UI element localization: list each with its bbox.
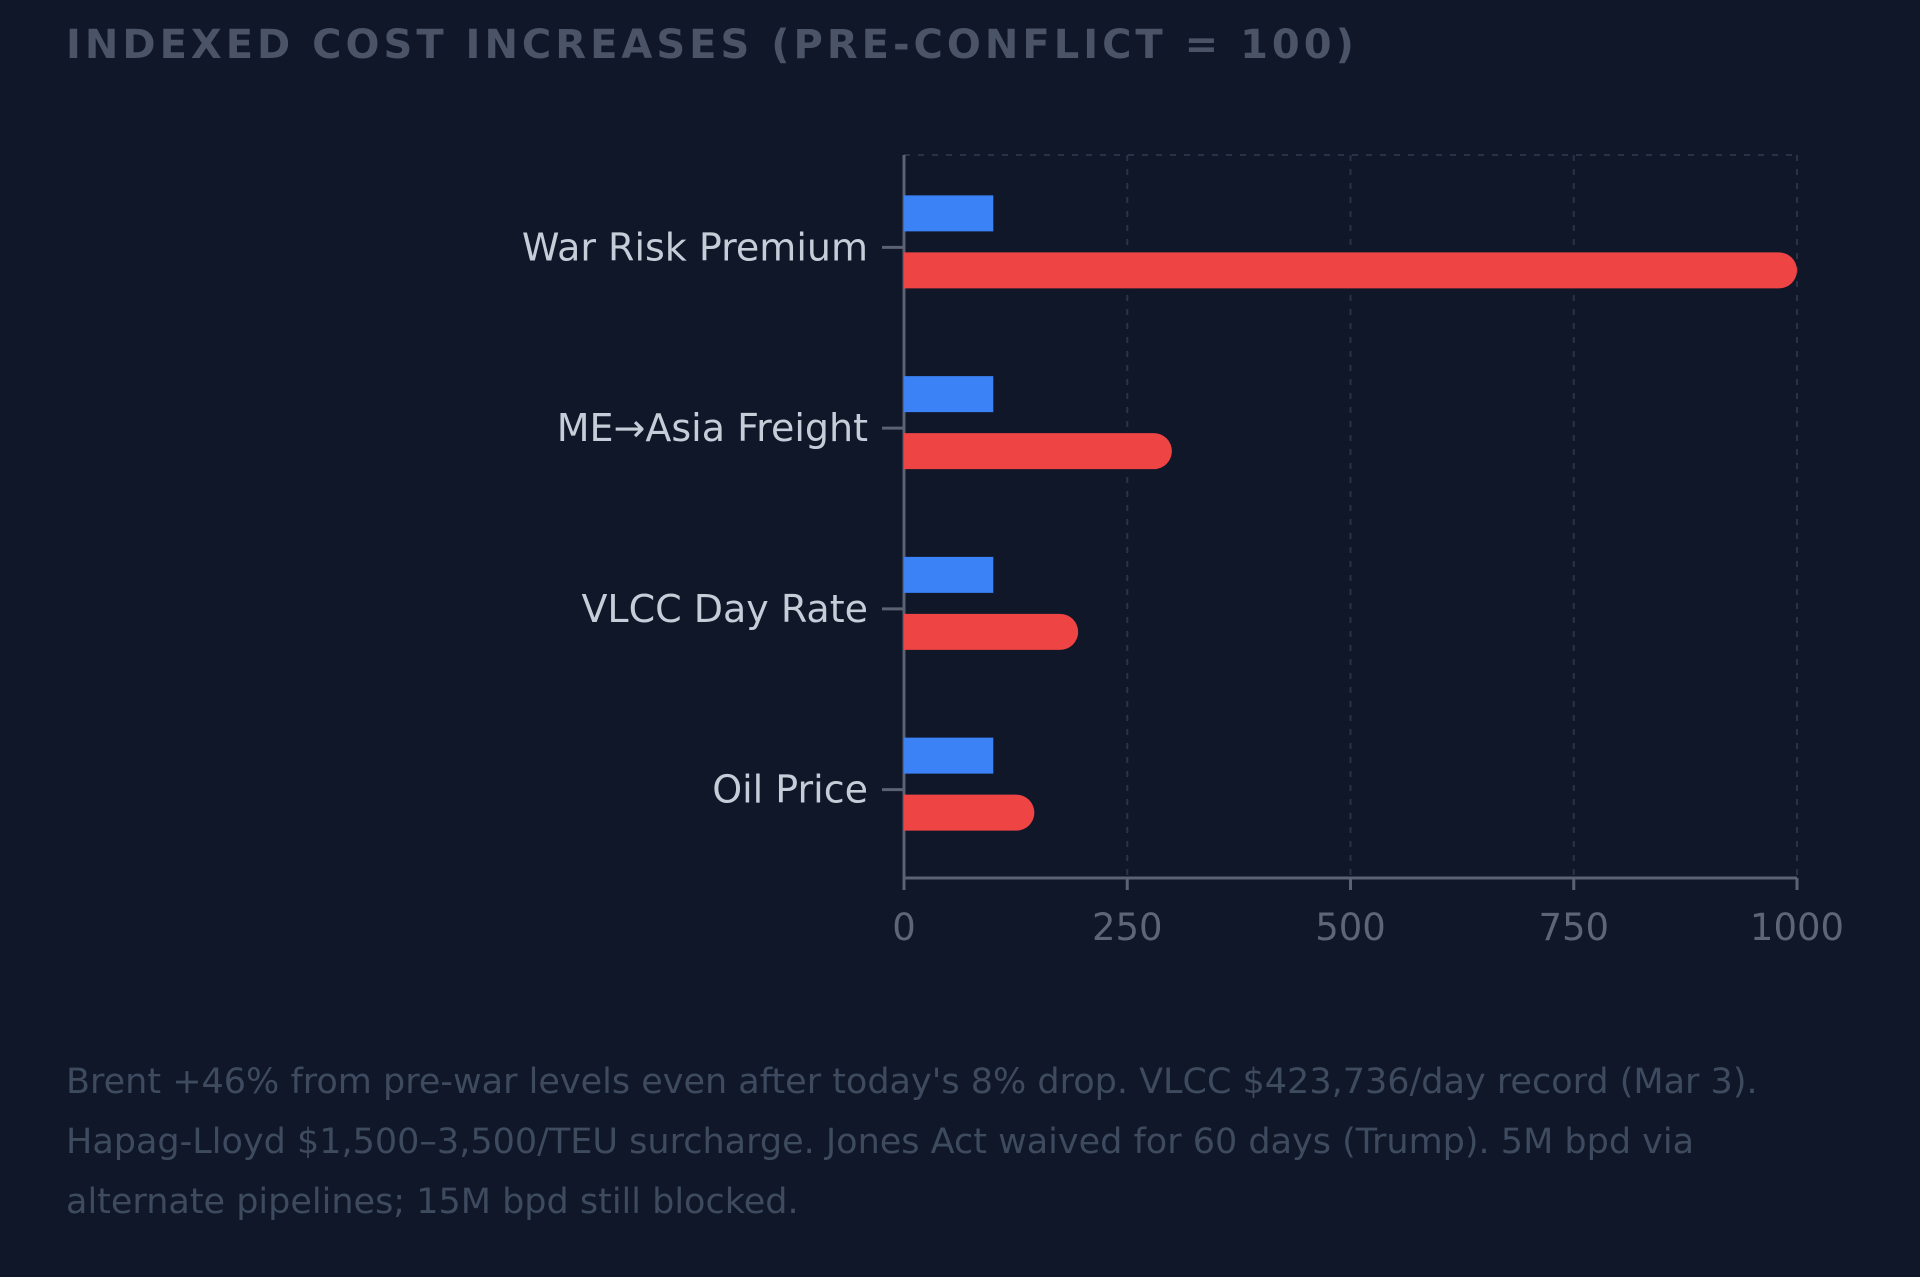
bar-pre-conflict (904, 195, 994, 232)
category-label: VLCC Day Rate (581, 587, 868, 631)
bar-current (904, 252, 1797, 289)
chart-title: INDEXED COST INCREASES (PRE-CONFLICT = 1… (66, 22, 1358, 68)
bar-pre-conflict (904, 737, 994, 774)
x-tick-label: 500 (1315, 906, 1386, 949)
x-tick-label: 0 (892, 906, 916, 949)
x-tick-label: 250 (1092, 906, 1163, 949)
category-label: Oil Price (712, 768, 868, 812)
bar-pre-conflict (904, 376, 994, 413)
x-tick-label: 1000 (1750, 906, 1844, 949)
category-label: War Risk Premium (522, 225, 868, 269)
x-tick-label: 750 (1538, 906, 1609, 949)
bar-pre-conflict (904, 556, 994, 593)
chart-footnote: Brent +46% from pre-war levels even afte… (66, 1062, 1758, 1222)
bar-current (904, 433, 1172, 470)
bar-current (904, 794, 1035, 831)
bar-chart: 0 250 500 750 1000 War Risk Premium ME→Asia Fr… (522, 154, 1844, 949)
category-label: ME→Asia Freight (557, 406, 868, 450)
bar-current (904, 613, 1079, 650)
